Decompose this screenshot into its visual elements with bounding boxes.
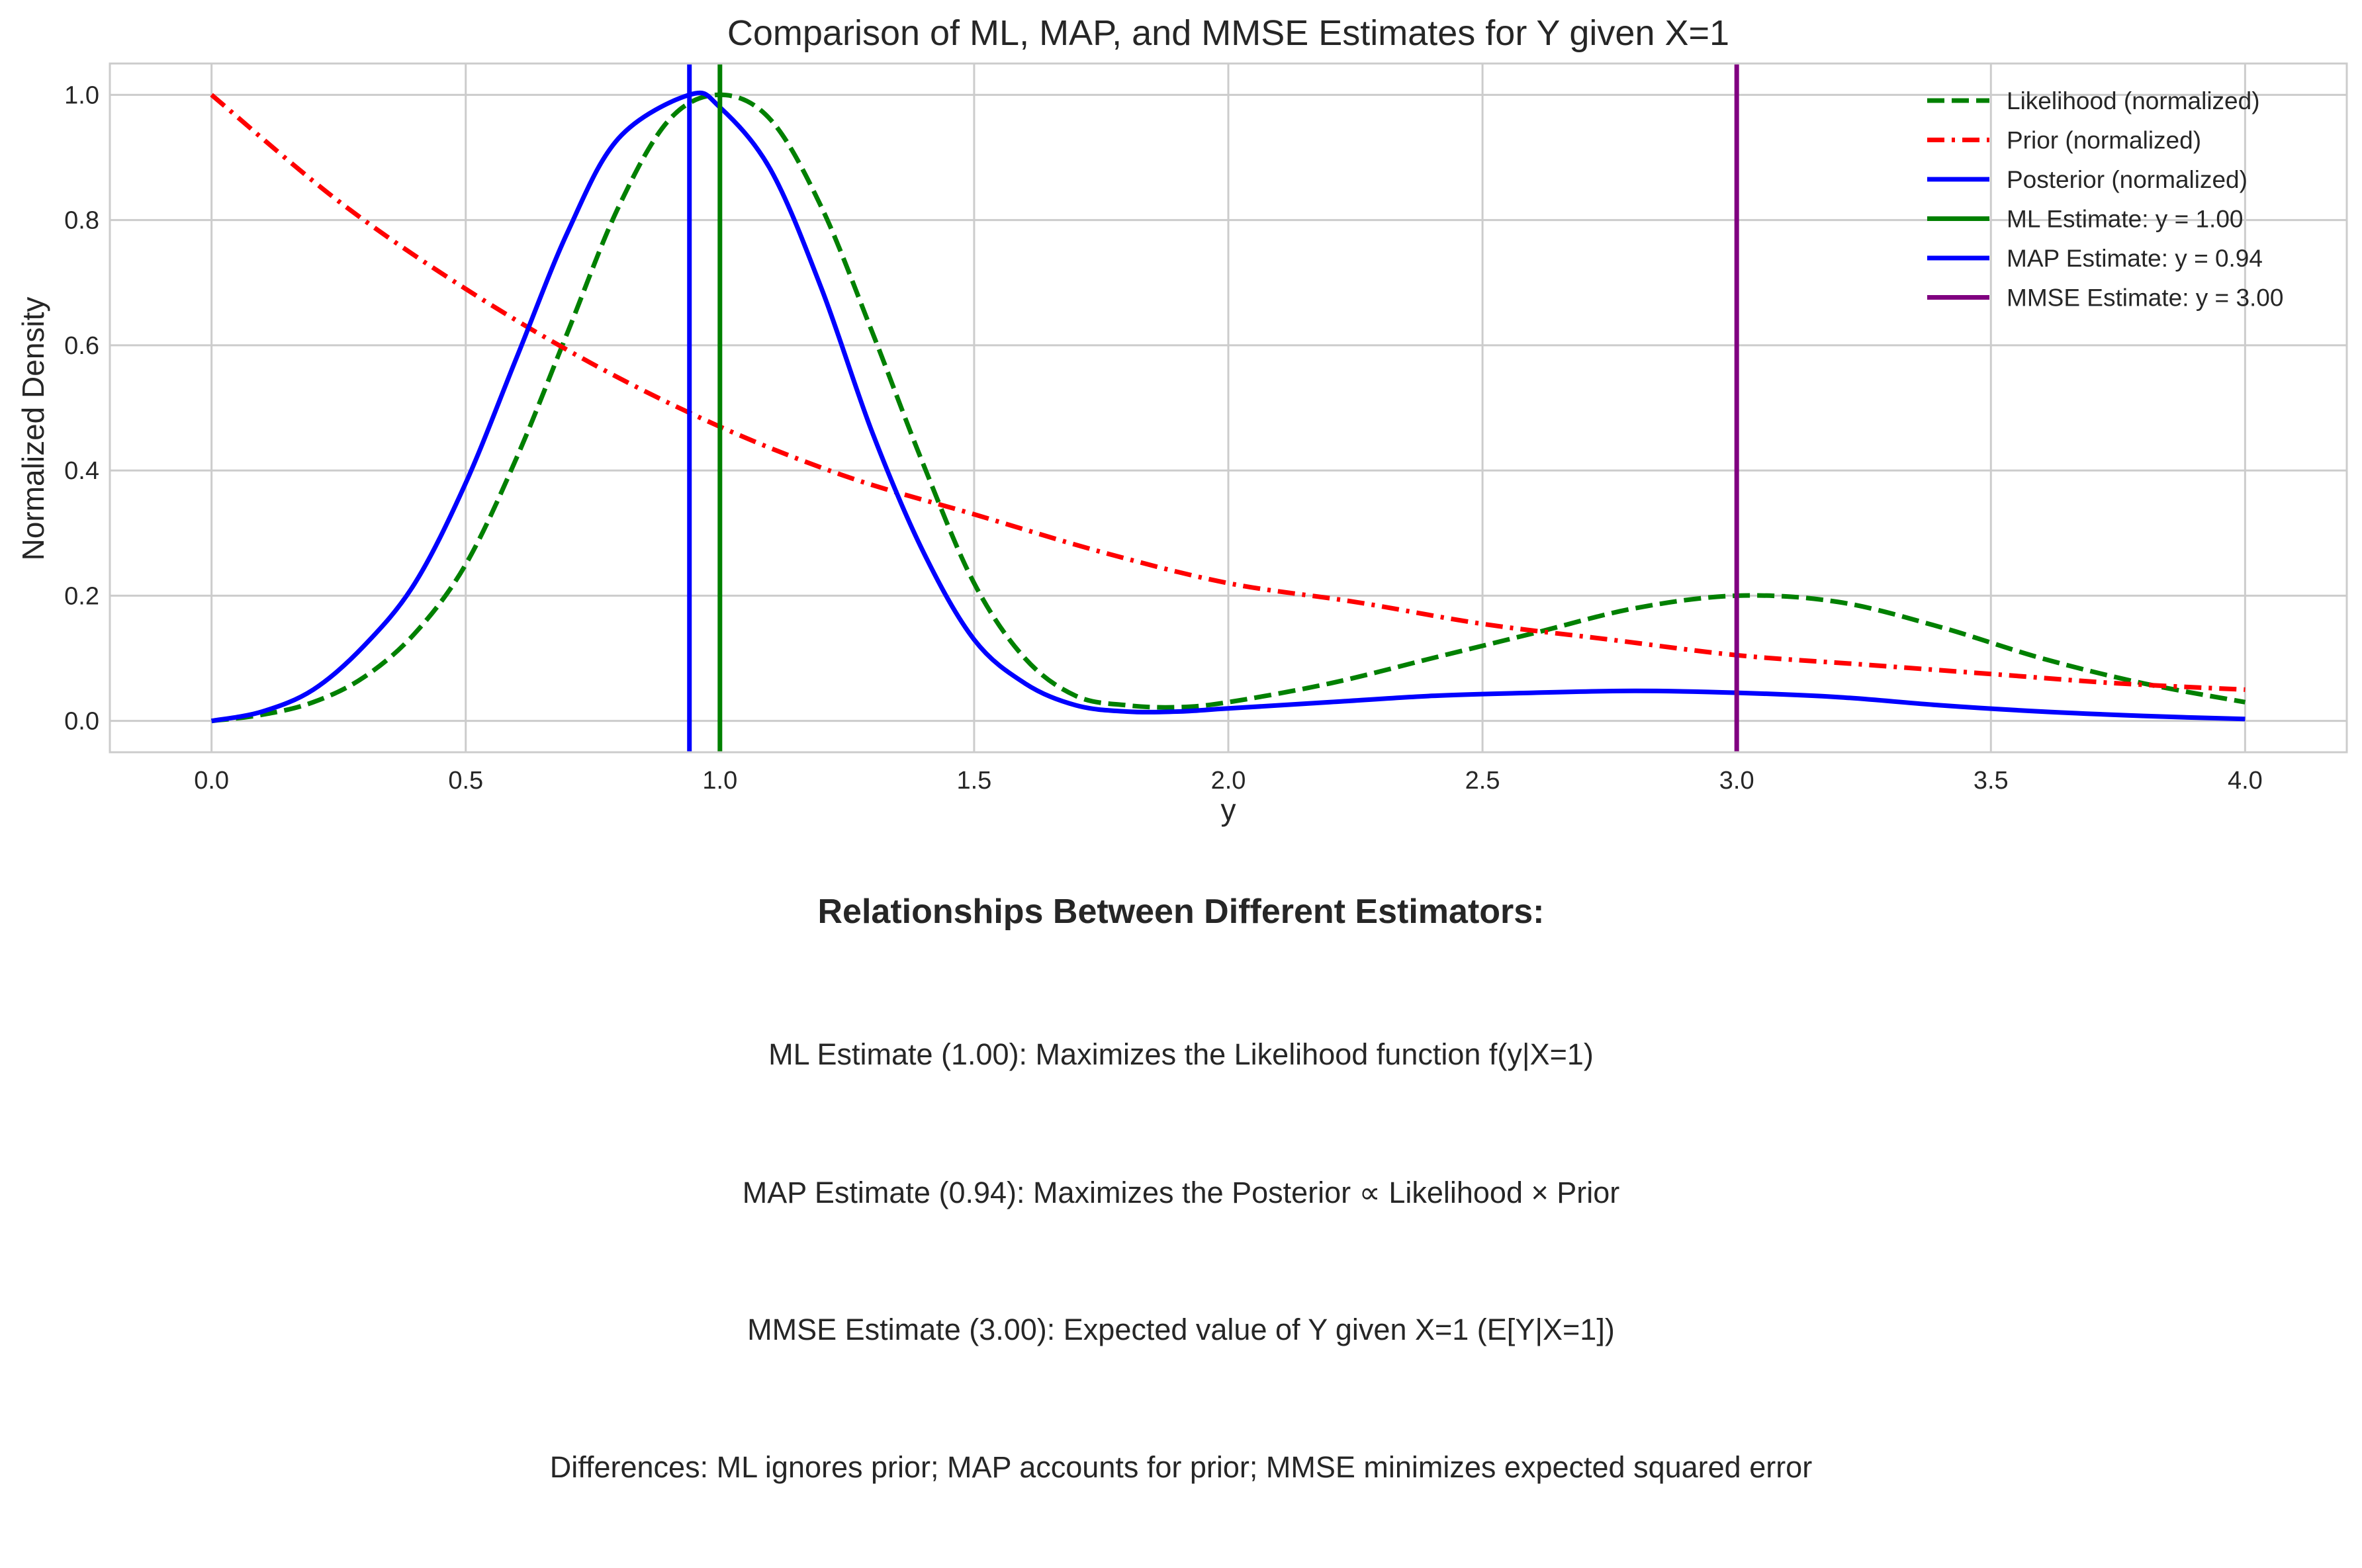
notes-title: Relationships Between Different Estimato… [817,893,1545,931]
y-tick-labels: 0.0 0.2 0.4 0.6 0.8 1.0 [64,81,99,735]
y-tick-label: 0.0 [64,708,99,736]
x-tick-label: 3.0 [1719,767,1754,795]
legend-label-0: Likelihood (normalized) [2007,87,2260,114]
plot-area [109,62,2348,754]
series-line-2 [210,90,2246,724]
legend-label-1: Prior (normalized) [2007,127,2201,154]
series-line-0 [211,92,2246,724]
axes-frame [109,62,2348,754]
x-tick-label: 1.0 [702,767,737,795]
legend-label-2: Posterior (normalized) [2007,166,2248,193]
x-tick-label: 1.5 [956,767,991,795]
x-tick-label: 4.0 [2228,767,2263,795]
y-tick-label: 0.6 [64,332,99,360]
y-tick-label: 0.4 [64,457,99,485]
y-tick-label: 0.2 [64,582,99,610]
legend: Likelihood (normalized) Prior (normalized… [1927,87,2283,312]
x-tick-label: 0.0 [194,767,229,795]
y-axis-label: Normalized Density [16,297,50,561]
note-ml: ML Estimate (1.00): Maximizes the Likeli… [768,1037,1594,1071]
legend-label-5: MMSE Estimate: y = 3.00 [2007,284,2283,312]
y-tick-label: 0.8 [64,207,99,235]
chart-title: Comparison of ML, MAP, and MMSE Estimate… [727,13,1729,53]
y-tick-label: 1.0 [64,81,99,109]
series-layer [210,90,2246,724]
note-map: MAP Estimate (0.94): Maximizes the Poste… [742,1176,1620,1209]
legend-label-3: ML Estimate: y = 1.00 [2007,206,2243,233]
x-tick-label: 2.0 [1211,767,1246,795]
legend-label-4: MAP Estimate: y = 0.94 [2007,245,2263,272]
x-tick-label: 2.5 [1465,767,1500,795]
x-tick-label: 3.5 [1974,767,2009,795]
note-mmse: MMSE Estimate (3.00): Expected value of … [747,1313,1615,1346]
note-differences: Differences: ML ignores prior; MAP accou… [549,1450,1813,1484]
x-tick-labels: 0.0 0.5 1.0 1.5 2.0 2.5 3.0 3.5 4.0 [194,767,2263,795]
x-axis-label: y [1221,793,1236,827]
estimate-lines [687,64,1739,752]
x-tick-label: 0.5 [448,767,483,795]
